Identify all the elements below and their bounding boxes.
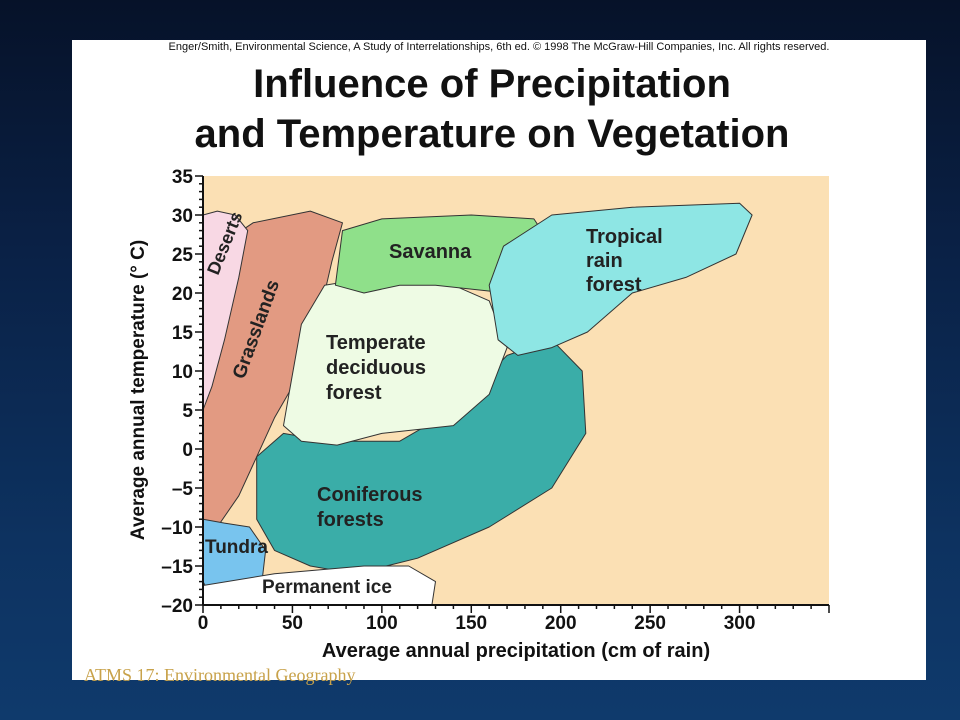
y-tick-label: 15 bbox=[172, 323, 194, 344]
y-tick-label: 5 bbox=[182, 401, 193, 422]
x-tick-label: 0 bbox=[198, 613, 209, 634]
chart-title-line2: and Temperature on Vegetation bbox=[195, 112, 790, 156]
y-tick-label: 20 bbox=[172, 284, 193, 305]
chart-title-line1: Influence of Precipitation bbox=[253, 62, 731, 106]
y-tick-label: 0 bbox=[182, 440, 193, 461]
x-axis-label: Average annual precipitation (cm of rain… bbox=[322, 640, 710, 662]
region-tropical bbox=[488, 202, 753, 356]
x-tick-label: 150 bbox=[455, 613, 487, 634]
y-tick-label: 25 bbox=[172, 245, 194, 266]
vegetation-chart: Enger/Smith, Environmental Science, A St… bbox=[128, 41, 830, 662]
region-temperate bbox=[283, 276, 508, 446]
region-label-ice: Permanent ice bbox=[262, 577, 392, 598]
x-tick-label: 250 bbox=[634, 613, 666, 634]
region-label-tundra: Tundra bbox=[205, 537, 268, 558]
region-label-tropical: Tropical rain forest bbox=[586, 226, 663, 296]
y-tick-label: –5 bbox=[172, 479, 194, 500]
y-axis-label: Average annual temperature (° C) bbox=[128, 240, 149, 540]
region-label-coniferous: Coniferous forests bbox=[317, 484, 423, 531]
vegetation-regions bbox=[203, 202, 753, 605]
y-tick-label: –15 bbox=[161, 557, 193, 578]
x-tick-label: 300 bbox=[724, 613, 756, 634]
y-tick-label: –10 bbox=[161, 518, 193, 539]
x-tick-label: 200 bbox=[545, 613, 577, 634]
region-deserts bbox=[203, 210, 249, 411]
region-coniferous bbox=[256, 339, 587, 575]
region-ice bbox=[203, 565, 436, 605]
y-tick-label: 35 bbox=[172, 167, 194, 188]
region-label-temperate: Temperate deciduous forest bbox=[326, 332, 426, 404]
y-tick-label: 30 bbox=[172, 206, 193, 227]
chart-axes: 0 50 100 150 200 250 30035302520151050–5–10–15… bbox=[161, 167, 830, 634]
y-tick-label: 10 bbox=[172, 362, 193, 383]
y-tick-label: –20 bbox=[161, 596, 193, 617]
x-tick-label: 100 bbox=[366, 613, 398, 634]
figure-panel: Enger/Smith, Environmental Science, A St… bbox=[72, 40, 926, 680]
slide-footer: ATMS 17: Environmental Geography bbox=[84, 665, 356, 685]
x-tick-label: 50 bbox=[282, 613, 303, 634]
region-label-savanna: Savanna bbox=[389, 241, 472, 263]
figure-credit: Enger/Smith, Environmental Science, A St… bbox=[169, 41, 830, 53]
